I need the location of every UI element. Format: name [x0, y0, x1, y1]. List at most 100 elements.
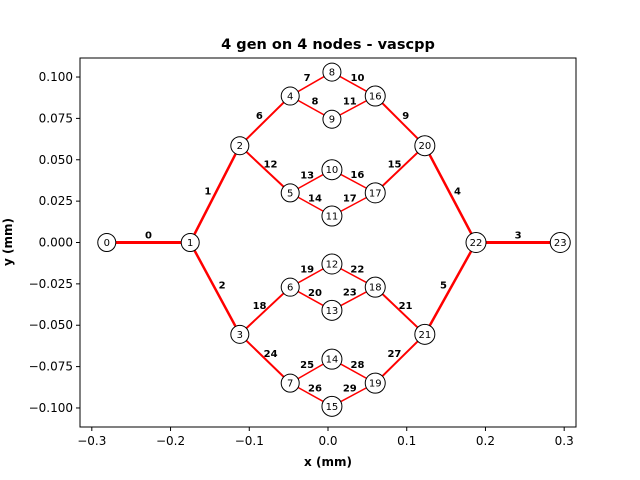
node-label: 3 [237, 330, 243, 341]
edge-label: 1 [204, 186, 211, 197]
node-label: 19 [369, 379, 382, 390]
node-circle [180, 233, 200, 252]
node-label: 18 [369, 283, 382, 294]
node-label: 22 [470, 238, 483, 249]
edge-label: 3 [515, 231, 522, 242]
node-16: 16 [364, 85, 386, 107]
node-23: 23 [549, 232, 571, 253]
edge-27 [374, 333, 426, 385]
y-tick-label: −0.075 [29, 360, 73, 374]
edge-labels: 0123456789101112131415161718192021222324… [145, 73, 522, 395]
edge-label: 24 [264, 349, 278, 360]
node-label: 11 [326, 212, 339, 223]
node-21: 21 [414, 323, 436, 345]
y-tick-label: 0.025 [39, 194, 73, 208]
node-label: 13 [326, 306, 339, 317]
node-2: 2 [230, 136, 250, 156]
x-tick-label: −0.2 [156, 434, 185, 448]
edge-label: 12 [264, 159, 278, 170]
node-label: 5 [287, 188, 293, 199]
edge-label: 13 [300, 170, 314, 181]
node-label: 7 [287, 379, 293, 390]
edge-12 [238, 144, 292, 194]
node-circle [364, 85, 386, 107]
edge-label: 20 [308, 288, 322, 299]
node-circle [465, 232, 487, 253]
edge-21 [374, 286, 426, 336]
edge-label: 22 [350, 265, 364, 276]
edge-label: 21 [399, 301, 413, 312]
node-circle [230, 324, 250, 344]
node-4: 4 [280, 86, 300, 106]
edge-4 [423, 144, 478, 244]
node-22: 22 [465, 232, 487, 253]
edge-label: 26 [308, 384, 322, 395]
y-tick-label: 0.000 [39, 236, 73, 250]
node-label: 6 [287, 283, 293, 294]
node-13: 13 [321, 299, 343, 321]
node-15: 15 [321, 395, 343, 417]
y-tick-label: 0.075 [39, 111, 73, 125]
edge-label: 28 [351, 360, 365, 371]
node-circle [280, 373, 300, 393]
node-circle [280, 277, 300, 297]
edge-label: 16 [350, 170, 364, 181]
edge-label: 8 [311, 97, 318, 108]
edge-6 [238, 95, 292, 147]
node-20: 20 [414, 135, 436, 157]
node-circle [321, 159, 343, 181]
node-circle [321, 348, 343, 370]
node-circle [97, 233, 117, 252]
node-circle [321, 253, 343, 275]
node-label: 10 [326, 165, 339, 176]
edge-label: 23 [343, 288, 357, 299]
edge-18 [238, 286, 292, 336]
node-label: 17 [369, 188, 382, 199]
node-label: 14 [326, 355, 339, 366]
node-0: 0 [97, 233, 117, 252]
chart-title: 4 gen on 4 nodes - vascpp [221, 37, 435, 53]
node-label: 4 [287, 92, 293, 103]
edge-label: 0 [145, 231, 152, 242]
node-circle [549, 232, 571, 253]
edge-5 [423, 241, 478, 336]
node-circle [364, 276, 386, 298]
edge-label: 5 [440, 281, 447, 292]
edge-2 [188, 241, 242, 336]
edge-label: 25 [300, 360, 314, 371]
node-10: 10 [321, 159, 343, 181]
y-tick-label: −0.050 [29, 318, 73, 332]
x-tick-label: 0.0 [318, 434, 337, 448]
node-circle [280, 86, 300, 106]
node-3: 3 [230, 324, 250, 344]
x-tick-label: 0.3 [555, 434, 574, 448]
edge-label: 18 [253, 301, 267, 312]
edge-15 [374, 144, 426, 194]
node-label: 23 [554, 238, 567, 249]
y-axis-label: y (mm) [1, 218, 15, 266]
node-label: 0 [104, 238, 110, 249]
y-tick-label: −0.100 [29, 401, 73, 415]
edge-label: 29 [343, 384, 357, 395]
node-circle [322, 62, 342, 82]
edge-24 [238, 333, 292, 385]
node-label: 20 [418, 141, 431, 152]
x-tick-label: 0.1 [397, 434, 416, 448]
node-6: 6 [280, 277, 300, 297]
node-label: 2 [237, 141, 243, 152]
node-circle [364, 372, 386, 394]
node-1: 1 [180, 233, 200, 252]
y-axis: −0.100 −0.075 −0.050 −0.025 0.000 0.025 0.050 0… [29, 70, 80, 415]
node-label: 21 [418, 330, 431, 341]
edge-label: 2 [219, 281, 226, 292]
node-14: 14 [321, 348, 343, 370]
edge-label: 6 [256, 111, 263, 122]
node-12: 12 [321, 253, 343, 275]
node-circle [321, 299, 343, 321]
x-axis-label: x (mm) [304, 455, 352, 469]
edge-label: 9 [402, 111, 409, 122]
edge-label: 11 [343, 97, 357, 108]
edge-label: 17 [343, 193, 357, 204]
edge-1 [188, 144, 242, 244]
